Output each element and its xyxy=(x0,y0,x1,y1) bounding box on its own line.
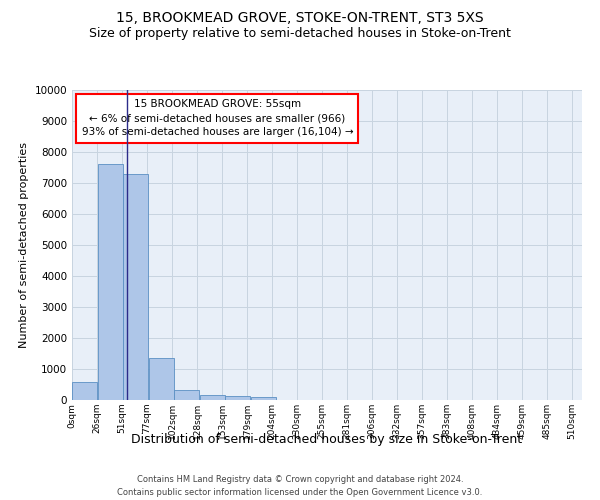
Bar xyxy=(98,164,123,400)
Bar xyxy=(174,390,199,400)
Y-axis label: Number of semi-detached properties: Number of semi-detached properties xyxy=(19,142,29,348)
Text: Size of property relative to semi-detached houses in Stoke-on-Trent: Size of property relative to semi-detach… xyxy=(89,28,511,40)
Text: Contains HM Land Registry data © Crown copyright and database right 2024.
Contai: Contains HM Land Registry data © Crown c… xyxy=(118,475,482,497)
Bar xyxy=(225,396,250,400)
Bar xyxy=(123,174,148,400)
Bar xyxy=(251,397,276,400)
Text: 15 BROOKMEAD GROVE: 55sqm
← 6% of semi-detached houses are smaller (966)
93% of : 15 BROOKMEAD GROVE: 55sqm ← 6% of semi-d… xyxy=(82,100,353,138)
Text: 15, BROOKMEAD GROVE, STOKE-ON-TRENT, ST3 5XS: 15, BROOKMEAD GROVE, STOKE-ON-TRENT, ST3… xyxy=(116,12,484,26)
Bar xyxy=(72,382,97,400)
Text: Distribution of semi-detached houses by size in Stoke-on-Trent: Distribution of semi-detached houses by … xyxy=(131,432,523,446)
Bar xyxy=(200,395,225,400)
Bar xyxy=(149,358,174,400)
